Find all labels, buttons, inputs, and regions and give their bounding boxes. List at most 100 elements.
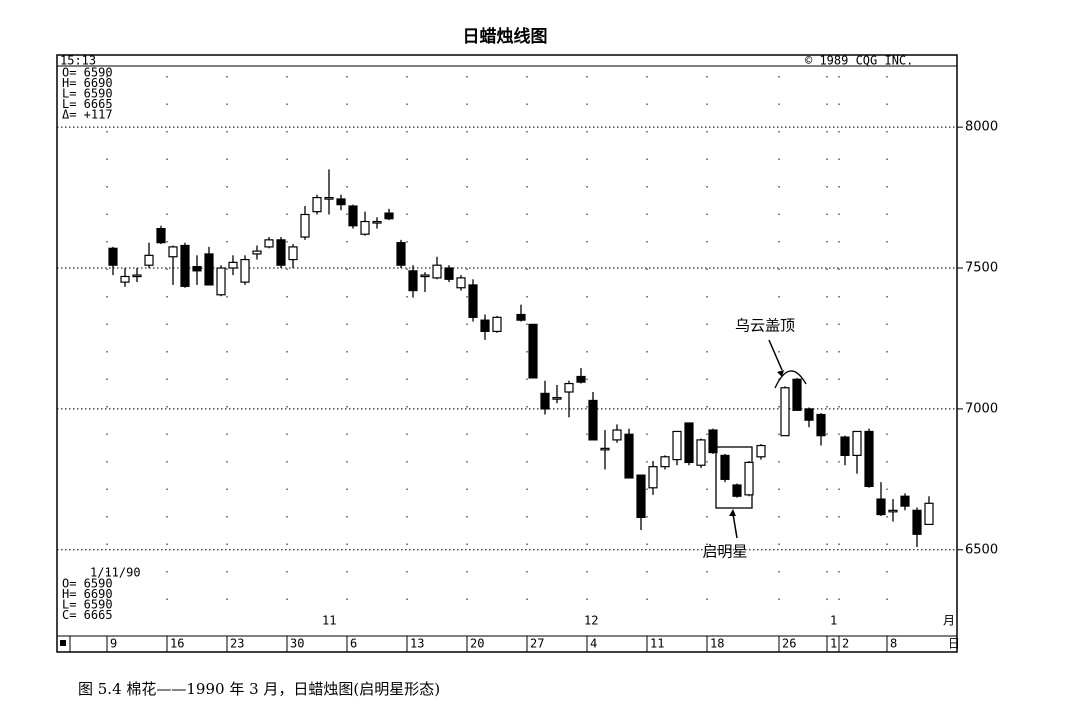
candle-body: [780, 387, 790, 437]
info-text: L= 6590: [62, 598, 113, 612]
x-tick-label: 9: [110, 637, 117, 651]
candle-body: [816, 413, 826, 437]
candle-body: [384, 212, 394, 220]
candle-body: [132, 274, 142, 278]
candle-body: [468, 284, 478, 318]
candle-body: [924, 502, 934, 526]
x-tick-label: 11: [650, 637, 664, 651]
x-tick-label: 18: [710, 637, 724, 651]
info-text: Δ= +117: [62, 108, 113, 122]
month-label: 11: [322, 614, 336, 628]
candle-body: [288, 246, 298, 261]
candle-body: [264, 239, 274, 248]
candle-body: [744, 461, 754, 496]
y-tick-label: 7500: [965, 261, 998, 276]
annotation-arrow: [768, 339, 783, 371]
candle-body: [324, 196, 334, 200]
candle-body: [576, 375, 586, 383]
candle-body: [696, 439, 706, 466]
info-text: O= 6590: [62, 66, 113, 80]
candle-body: [756, 444, 766, 458]
candle-body: [120, 275, 130, 283]
candle-body: [300, 213, 310, 238]
x-tick-label: 13: [410, 637, 424, 651]
x-tick-label: 4: [590, 637, 597, 651]
info-text: L= 6665: [62, 97, 113, 111]
candle-body: [612, 429, 622, 441]
candle-body: [456, 277, 466, 289]
candle-body: [168, 246, 178, 258]
x-tick-label: 27: [530, 637, 544, 651]
candle-body: [660, 456, 670, 468]
chart-title: 日蜡烛线图: [463, 26, 548, 47]
frame: [56, 54, 958, 653]
candle-body: [900, 495, 910, 507]
candle-body: [372, 220, 382, 224]
candle-body: [708, 429, 718, 454]
info-text: C= 6665: [62, 608, 113, 622]
copyright: © 1989 CQG INC.: [805, 54, 913, 68]
candle-body: [588, 399, 598, 441]
info-text: O= 6590: [62, 577, 113, 591]
x-tick-label: 8: [890, 637, 897, 651]
candle-body: [528, 323, 538, 379]
candle-body: [912, 509, 922, 535]
candle-body: [408, 270, 418, 292]
candle-body: [240, 258, 250, 283]
arrow-head: [729, 509, 736, 516]
month-label: 1: [830, 614, 837, 628]
caption: 图 5.4 棉花——1990 年 3 月，日蜡烛图(启明星形态): [78, 680, 440, 698]
candle-body: [204, 253, 214, 286]
candle-body: [792, 378, 802, 411]
candle-body: [228, 261, 238, 269]
annotation: 乌云盖顶: [735, 317, 795, 335]
candle-body: [492, 316, 502, 333]
candle-body: [636, 474, 646, 518]
candle-body: [540, 392, 550, 410]
x-tick-label: 6: [350, 637, 357, 651]
candle-body: [336, 198, 346, 206]
info-text: L= 6590: [62, 87, 113, 101]
candle-body: [348, 205, 358, 227]
candle-body: [552, 397, 562, 400]
candle-body: [684, 422, 694, 464]
info-text: H= 6690: [62, 76, 113, 90]
candle-body: [108, 247, 118, 266]
candle-body: [516, 313, 526, 321]
candle-body: [564, 382, 574, 393]
candle-body: [192, 266, 202, 272]
candle-body: [672, 430, 682, 461]
y-tick-label: 6500: [965, 542, 998, 557]
candle-body: [276, 239, 286, 266]
date-row-marker: [60, 640, 66, 646]
candle-body: [144, 254, 154, 266]
x-tick-label: 16: [170, 637, 184, 651]
candle-body: [156, 227, 166, 244]
annotation-arc: [774, 370, 807, 389]
candle-body: [804, 408, 814, 421]
month-label: 12: [584, 614, 598, 628]
candle-body: [252, 250, 262, 255]
candle-body: [732, 484, 742, 497]
y-tick-label: 7000: [965, 401, 998, 416]
info-date: 1/11/90: [90, 566, 141, 580]
candle-body: [720, 454, 730, 480]
candle-body: [444, 267, 454, 280]
x-tick-label: 1: [830, 637, 837, 651]
candle-body: [888, 509, 898, 513]
y-tick-label: 8000: [965, 120, 998, 135]
x-tick-label: 30: [290, 637, 304, 651]
info-text: H= 6690: [62, 587, 113, 601]
time-label: 15:13: [60, 54, 96, 68]
candle-body: [648, 466, 658, 489]
candle-body: [864, 430, 874, 487]
x-tick-label: 2: [842, 637, 849, 651]
candle-body: [312, 196, 322, 213]
candle-body: [420, 274, 430, 278]
candle-body: [852, 430, 862, 456]
x-tick-label: 23: [230, 637, 244, 651]
x-tick-label: 26: [782, 637, 796, 651]
candle-body: [216, 267, 226, 296]
